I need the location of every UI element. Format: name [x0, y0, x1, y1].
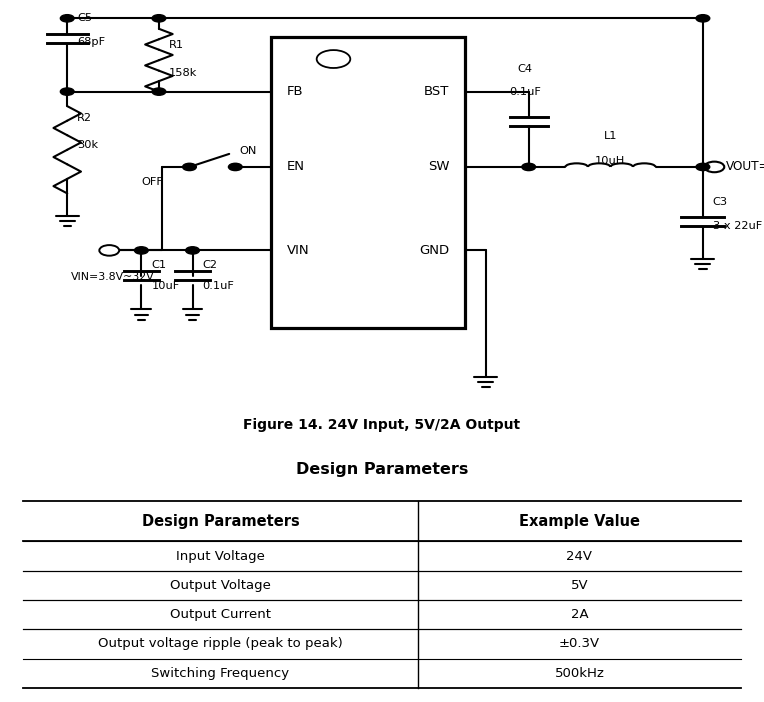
Text: C1: C1: [151, 260, 167, 270]
Circle shape: [704, 161, 724, 172]
Text: VIN=3.8V~32V: VIN=3.8V~32V: [71, 272, 155, 282]
Circle shape: [60, 88, 74, 95]
Text: 0.1uF: 0.1uF: [202, 282, 235, 291]
Text: Design Parameters: Design Parameters: [296, 462, 468, 477]
Text: 3 x 22uF: 3 x 22uF: [713, 221, 762, 231]
Circle shape: [186, 246, 199, 254]
Text: 2A: 2A: [571, 608, 588, 621]
Text: L1: L1: [604, 131, 617, 141]
Text: FB: FB: [286, 85, 303, 98]
Circle shape: [228, 164, 242, 171]
Text: Switching Frequency: Switching Frequency: [151, 667, 290, 680]
Text: Design Parameters: Design Parameters: [141, 514, 299, 529]
Text: ON: ON: [239, 146, 257, 156]
Text: 10uF: 10uF: [151, 282, 180, 291]
Text: 10uH: 10uH: [595, 156, 626, 166]
Text: 0.1uF: 0.1uF: [509, 86, 541, 97]
Circle shape: [317, 50, 350, 68]
Circle shape: [60, 15, 74, 22]
Text: BST: BST: [424, 85, 449, 98]
Text: VIN: VIN: [286, 244, 309, 257]
Text: C4: C4: [517, 64, 533, 74]
Text: 500kHz: 500kHz: [555, 667, 604, 680]
Text: Example Value: Example Value: [519, 514, 640, 529]
Text: ±0.3V: ±0.3V: [559, 637, 600, 651]
Text: Output Current: Output Current: [170, 608, 271, 621]
Text: C5: C5: [77, 13, 92, 23]
Circle shape: [152, 15, 166, 22]
Circle shape: [696, 164, 710, 171]
Text: 24V: 24V: [566, 550, 593, 562]
Text: Input Voltage: Input Voltage: [176, 550, 265, 562]
Text: 5V: 5V: [571, 579, 588, 592]
Circle shape: [696, 15, 710, 22]
Text: 68pF: 68pF: [77, 37, 105, 47]
Circle shape: [134, 246, 148, 254]
Text: R2: R2: [77, 113, 92, 123]
Circle shape: [99, 245, 119, 256]
Text: EN: EN: [286, 161, 305, 173]
Circle shape: [522, 164, 536, 171]
Circle shape: [183, 164, 196, 171]
Circle shape: [152, 88, 166, 95]
Text: Output voltage ripple (peak to peak): Output voltage ripple (peak to peak): [98, 637, 343, 651]
Text: 30k: 30k: [77, 140, 99, 150]
Text: C2: C2: [202, 260, 218, 270]
Text: C3: C3: [713, 197, 728, 207]
Text: R1: R1: [169, 40, 184, 50]
Text: 158k: 158k: [169, 68, 197, 79]
Text: OFF: OFF: [141, 178, 163, 187]
Text: SW: SW: [428, 161, 449, 173]
Text: GND: GND: [419, 244, 449, 257]
Text: Figure 14. 24V Input, 5V/2A Output: Figure 14. 24V Input, 5V/2A Output: [244, 418, 520, 432]
Text: VOUT=5V: VOUT=5V: [726, 161, 764, 173]
Bar: [271, 37, 465, 328]
Text: Output Voltage: Output Voltage: [170, 579, 271, 592]
